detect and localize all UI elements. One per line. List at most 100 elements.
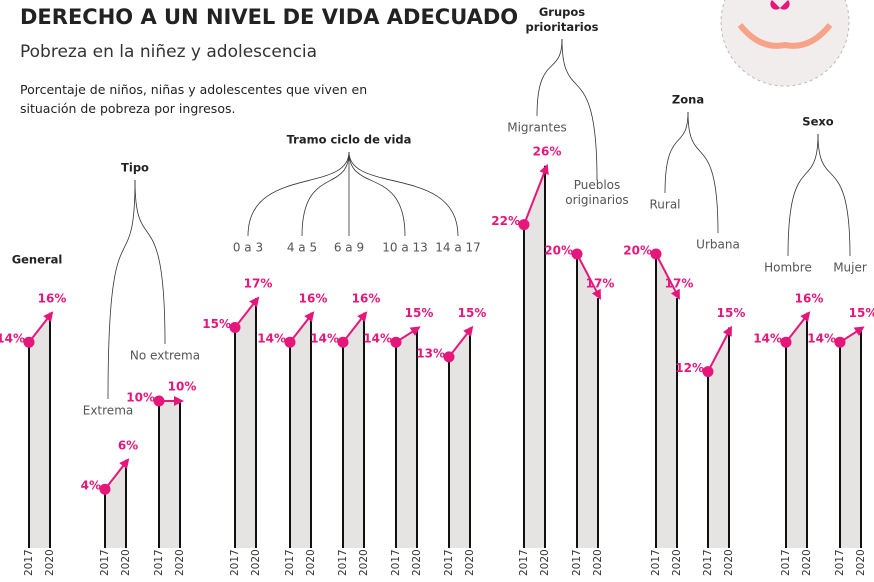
- value-label: 16%: [299, 291, 328, 305]
- dot: [781, 337, 792, 348]
- bar-area: [235, 298, 256, 548]
- item-label: 14 a 17: [435, 241, 481, 255]
- dot: [651, 249, 662, 260]
- item-label: Migrantes: [507, 121, 567, 135]
- period-label: 2017: [780, 549, 792, 576]
- tree-connector: [135, 180, 165, 344]
- value-label: 14%: [807, 332, 836, 346]
- tree-connector: [108, 180, 135, 399]
- value-label: 16%: [352, 291, 381, 305]
- dot: [703, 366, 714, 377]
- dot: [391, 337, 402, 348]
- group-label: Tramo ciclo de vida: [287, 133, 412, 147]
- period-label: 2017: [518, 549, 530, 576]
- bar-area: [159, 401, 180, 548]
- description: Porcentaje de niños, niñas y adolescente…: [20, 80, 380, 118]
- period-label: 2020: [801, 549, 813, 576]
- value-label: 20%: [623, 244, 652, 258]
- value-label: 16%: [795, 291, 824, 305]
- bar-area: [786, 313, 807, 548]
- value-label: 17%: [665, 277, 694, 291]
- value-label: 14%: [310, 332, 339, 346]
- dot: [519, 219, 530, 230]
- bar-area: [29, 313, 50, 548]
- bar-area: [577, 254, 598, 548]
- item-label: Pueblos originarios: [552, 178, 642, 208]
- value-label: 17%: [586, 277, 615, 291]
- tree-connector: [818, 134, 850, 256]
- value-label: 6%: [118, 438, 138, 452]
- bar-area: [656, 254, 677, 548]
- bar-area: [343, 313, 364, 548]
- period-label: 2020: [855, 549, 867, 576]
- value-label: 26%: [533, 144, 562, 158]
- period-label: 2017: [650, 549, 662, 576]
- dot: [572, 249, 583, 260]
- value-label: 15%: [405, 306, 434, 320]
- value-label: 14%: [363, 332, 392, 346]
- period-label: 2020: [358, 549, 370, 576]
- group-label: Sexo: [802, 115, 833, 129]
- bar-area: [708, 328, 729, 549]
- period-label: 2017: [443, 549, 455, 576]
- bar-area: [290, 313, 311, 548]
- subtitle: Pobreza en la niñez y adolescencia: [20, 42, 317, 62]
- period-label: 2017: [390, 549, 402, 576]
- item-label: 6 a 9: [334, 241, 364, 255]
- period-label: 2017: [23, 549, 35, 576]
- tree-connector: [788, 134, 818, 256]
- value-label: 13%: [416, 346, 445, 360]
- bar-area: [396, 328, 417, 549]
- period-label: 2017: [99, 549, 111, 576]
- group-label: General: [12, 253, 63, 267]
- period-label: 2017: [702, 549, 714, 576]
- period-label: 2020: [592, 549, 604, 576]
- item-label: 10 a 13: [382, 241, 428, 255]
- value-label: 20%: [544, 244, 573, 258]
- value-label: 14%: [753, 332, 782, 346]
- tree-connector: [688, 112, 718, 233]
- tree-connector: [248, 152, 349, 236]
- dot: [444, 351, 455, 362]
- value-label: 10%: [168, 380, 197, 394]
- bar-area: [840, 328, 861, 549]
- value-label: 15%: [717, 306, 746, 320]
- period-label: 2020: [671, 549, 683, 576]
- tree-connector: [349, 152, 458, 236]
- period-label: 2020: [411, 549, 423, 576]
- item-label: Hombre: [764, 261, 812, 275]
- period-label: 2020: [44, 549, 56, 576]
- bar-area: [105, 460, 126, 548]
- item-label: 4 a 5: [287, 241, 317, 255]
- group-label: Tipo: [121, 161, 149, 175]
- period-label: 2020: [120, 549, 132, 576]
- value-label: 15%: [458, 306, 487, 320]
- value-label: 10%: [126, 391, 155, 405]
- period-label: 2017: [284, 549, 296, 576]
- value-label: 12%: [675, 361, 704, 375]
- period-label: 2020: [464, 549, 476, 576]
- tree-connector: [302, 152, 349, 236]
- dot: [230, 322, 241, 333]
- value-label: 14%: [0, 332, 25, 346]
- item-label: Mujer: [833, 261, 867, 275]
- tree-connector: [537, 39, 562, 116]
- value-label: 4%: [81, 479, 101, 493]
- period-label: 2020: [305, 549, 317, 576]
- title: DERECHO A UN NIVEL DE VIDA ADECUADO: [20, 5, 518, 29]
- period-label: 2017: [229, 549, 241, 576]
- value-label: 15%: [849, 306, 874, 320]
- dot: [835, 337, 846, 348]
- tree-connector: [562, 39, 597, 180]
- value-label: 22%: [491, 214, 520, 228]
- period-label: 2017: [337, 549, 349, 576]
- infographic: DERECHO A UN NIVEL DE VIDA ADECUADO Pobr…: [0, 0, 874, 582]
- item-label: 0 a 3: [233, 241, 263, 255]
- value-label: 17%: [244, 277, 273, 291]
- item-label: No extrema: [130, 349, 200, 363]
- period-label: 2020: [174, 549, 186, 576]
- emblem: [721, 0, 849, 86]
- dot: [24, 337, 35, 348]
- item-label: Extrema: [83, 404, 133, 418]
- dot: [100, 484, 111, 495]
